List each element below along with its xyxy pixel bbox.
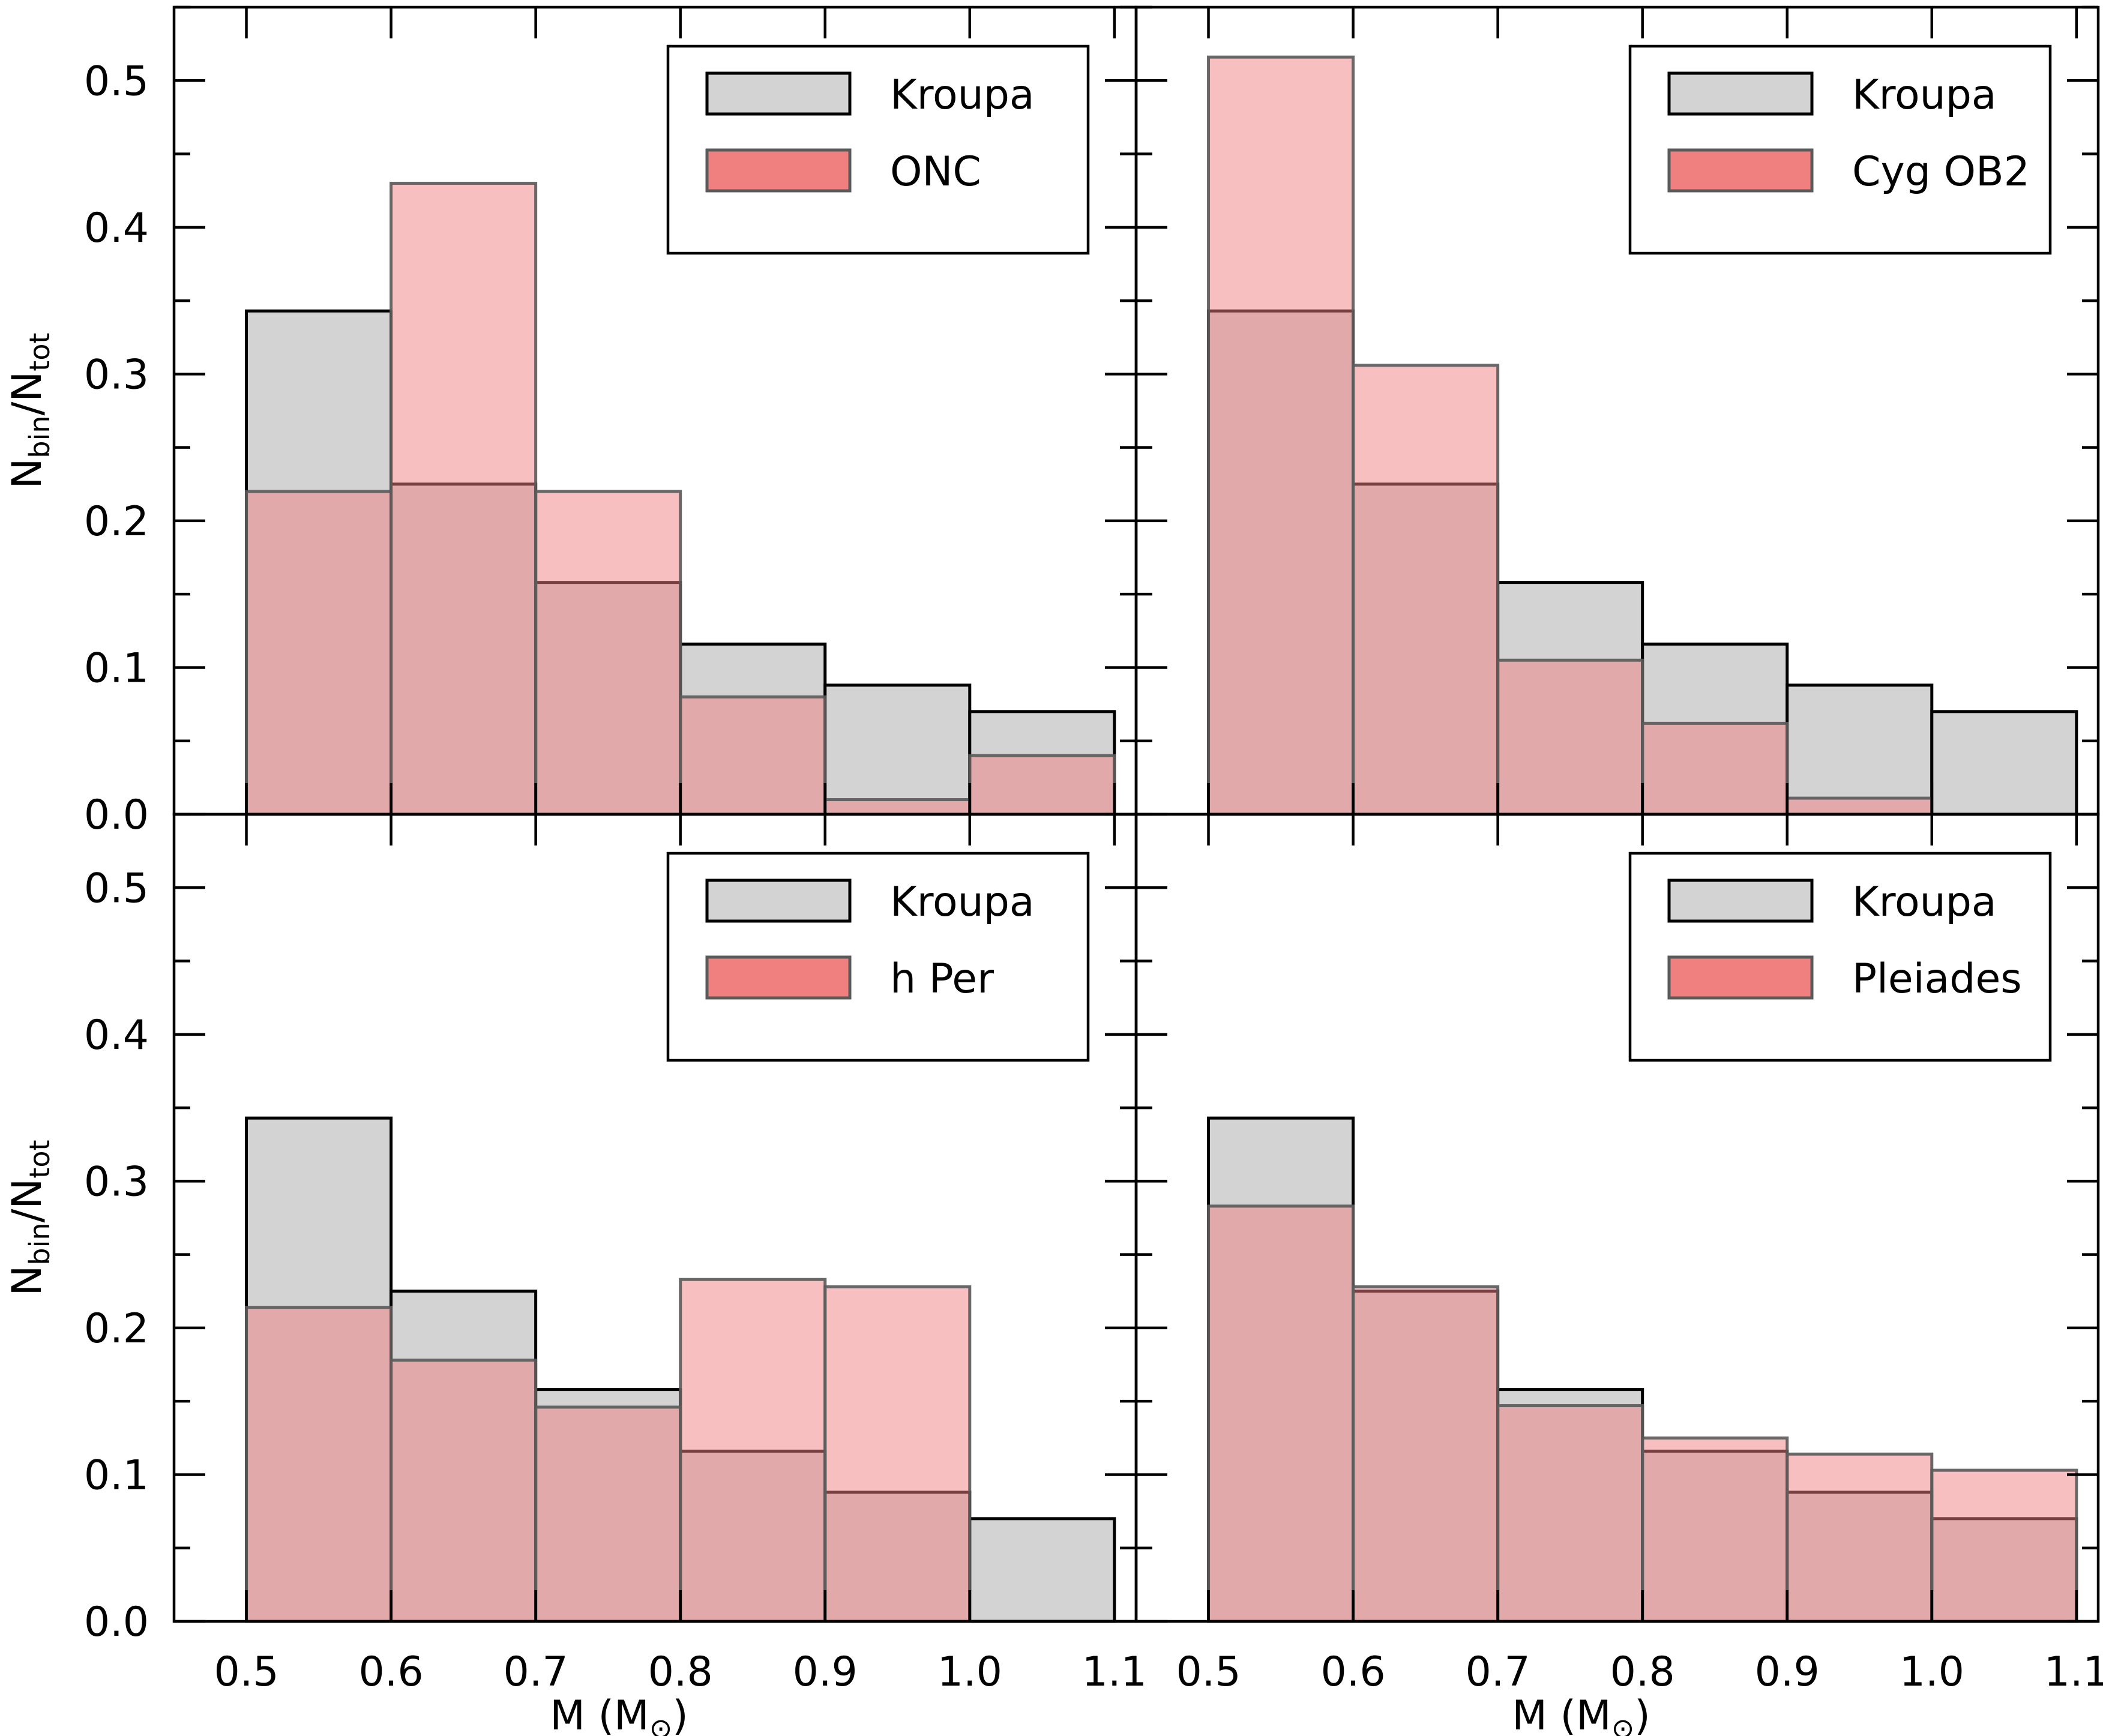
legend: Kroupa h Per (666, 851, 1090, 1062)
legend-swatch-kroupa (1667, 879, 1814, 923)
y-tick-label: 0.1 (84, 644, 149, 692)
legend-swatch-cyg-ob2 (1667, 148, 1814, 193)
bar-onc-0.5-0.6 (245, 490, 393, 816)
legend-swatch-pleiades (1667, 955, 1814, 1000)
bar-pleiades-0.8-0.9 (1641, 1436, 1789, 1623)
x-tick-label: 0.5 (214, 1648, 278, 1696)
bar-onc-0.6-0.7 (390, 181, 538, 816)
x-tick-label: 0.5 (1176, 1648, 1241, 1696)
y-tick-label: 0.4 (84, 1012, 149, 1059)
x-tick-label: 0.6 (359, 1648, 424, 1696)
x-tick-label: 1.1 (1082, 1648, 1147, 1696)
x-tick-label: 0.8 (1610, 1648, 1675, 1696)
legend-swatch-kroupa (705, 71, 852, 116)
x-tick-label: 0.7 (504, 1648, 568, 1696)
bar-kroupa-0.9-1.0 (823, 683, 972, 816)
bar-pleiades-0.7-0.8 (1496, 1404, 1644, 1623)
bar-pleiades-0.6-0.7 (1352, 1285, 1500, 1623)
bar-pleiades-0.9-1.0 (1786, 1452, 1934, 1623)
bar-cyg-ob2-0.9-1.0 (1786, 796, 1934, 816)
legend-label: Kroupa (890, 71, 1035, 119)
bar-kroupa-0.9-1.0 (1786, 683, 1934, 816)
x-tick-label: 1.1 (2044, 1648, 2103, 1696)
legend-label: Kroupa (1852, 879, 1997, 926)
legend-label: ONC (890, 148, 981, 196)
x-tick-label: 0.9 (793, 1648, 858, 1696)
legend: Kroupa Pleiades (1628, 851, 2052, 1062)
bar-h-per-0.7-0.8 (534, 1405, 682, 1623)
y-tick-label: 0.0 (84, 791, 149, 839)
y-tick-label: 0.2 (84, 1305, 149, 1353)
bar-pleiades-1.0-1.1 (1930, 1468, 2078, 1623)
x-tick-label: 1.0 (1900, 1648, 1964, 1696)
y-axis-label: Nbin/Ntot (4, 1140, 56, 1296)
panel-bottom-right: 0.5 0.6 0.7 0.8 0.9 1.0 1.1 M (M⊙) Kroupa Pleiade… (1134, 812, 2103, 1736)
legend-swatch-kroupa (705, 879, 852, 923)
y-axis-label: Nbin/Ntot (4, 332, 56, 488)
y-tick-label: 0.3 (84, 1158, 149, 1206)
legend-swatch-h-per (705, 955, 852, 1000)
bar-h-per-0.5-0.6 (245, 1306, 393, 1623)
bar-h-per-0.8-0.9 (679, 1278, 827, 1623)
bar-kroupa-1.0-1.1 (1930, 710, 2078, 816)
bar-onc-0.7-0.8 (534, 490, 682, 816)
legend: Kroupa ONC (666, 44, 1090, 255)
panel-top-left: 0.0 0.1 0.2 0.3 0.4 0.5 Nbin/Ntot Kroupa ONC (4, 5, 1138, 839)
bar-cyg-ob2-0.8-0.9 (1641, 721, 1789, 816)
bar-cyg-ob2-0.5-0.6 (1207, 55, 1355, 816)
bar-cyg-ob2-0.6-0.7 (1352, 364, 1500, 816)
x-tick-label: 0.6 (1321, 1648, 1386, 1696)
y-tick-label: 0.3 (84, 351, 149, 398)
x-axis-label: M (M⊙) (550, 1692, 688, 1736)
legend: Kroupa Cyg OB2 (1628, 44, 2052, 255)
y-tick-label: 0.5 (84, 58, 149, 105)
y-tick-label: 0.5 (84, 865, 149, 912)
legend-label: h Per (890, 955, 994, 1003)
legend-label: Pleiades (1852, 955, 2022, 1003)
panel-bottom-left: 0.5 0.6 0.7 0.8 0.9 1.0 1.1 0.0 0.1 0.2 0.3 0.4 0.5 N… (4, 812, 1147, 1736)
x-axis-label: M (M⊙) (1512, 1692, 1650, 1736)
legend-label: Cyg OB2 (1852, 148, 2030, 196)
legend-label: Kroupa (1852, 71, 1997, 119)
y-tick-label: 0.1 (84, 1452, 149, 1499)
bar-onc-0.9-1.0 (823, 798, 972, 816)
x-tick-label: 1.0 (937, 1648, 1002, 1696)
panel-top-right: Kroupa Cyg OB2 (1134, 5, 2100, 816)
x-tick-label: 0.7 (1466, 1648, 1530, 1696)
x-tick-label: 0.9 (1755, 1648, 1820, 1696)
legend-swatch-onc (705, 148, 852, 193)
y-tick-label: 0.2 (84, 498, 149, 545)
y-tick-label: 0.4 (84, 205, 149, 252)
axes-frame (1134, 812, 2100, 1623)
bar-onc-1.0-1.1 (968, 754, 1116, 816)
bar-kroupa-1.0-1.1 (968, 1517, 1116, 1623)
legend-swatch-kroupa (1667, 71, 1814, 116)
bar-onc-0.8-0.9 (679, 695, 827, 816)
x-tick-label: 0.8 (648, 1648, 713, 1696)
bar-cyg-ob2-0.7-0.8 (1496, 658, 1644, 816)
bar-h-per-0.6-0.7 (390, 1359, 538, 1623)
bar-pleiades-0.5-0.6 (1207, 1204, 1355, 1623)
legend-label: Kroupa (890, 879, 1035, 926)
bar-h-per-0.9-1.0 (823, 1285, 972, 1623)
y-tick-label: 0.0 (84, 1599, 149, 1646)
